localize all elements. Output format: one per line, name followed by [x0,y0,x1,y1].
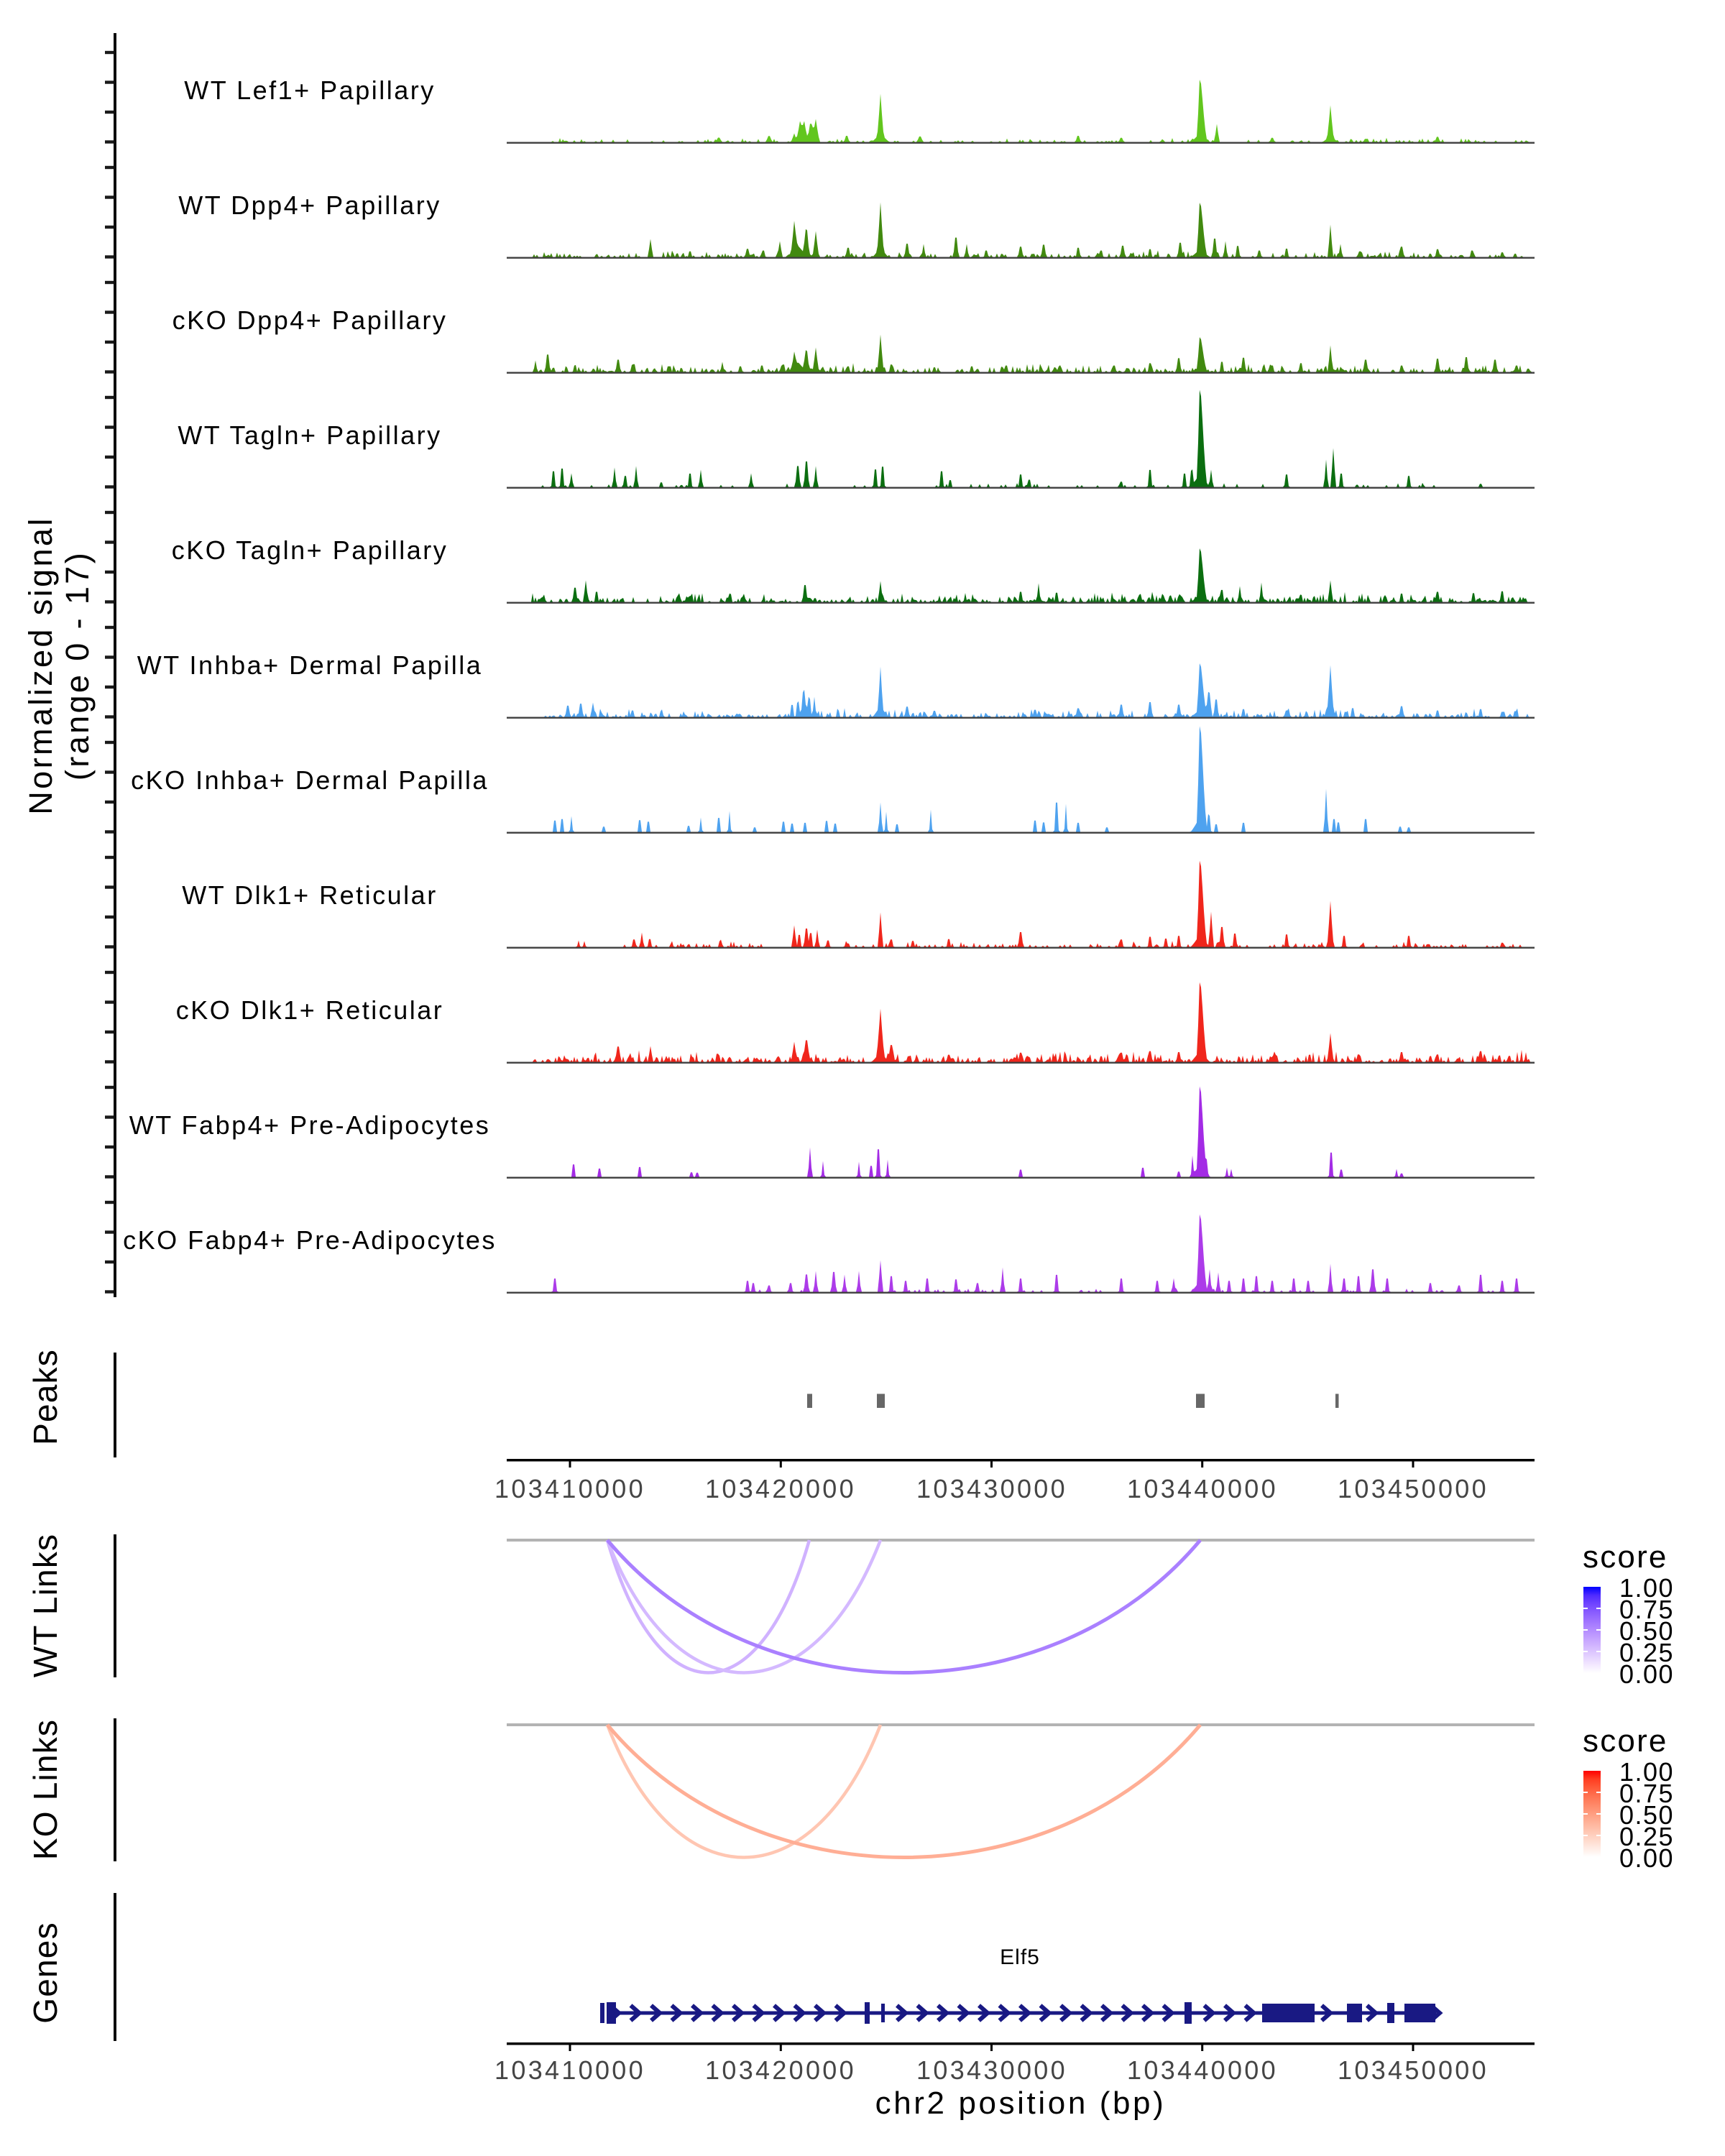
svg-text:103450000: 103450000 [1338,2055,1489,2085]
svg-text:0.25: 0.25 [1619,1638,1674,1667]
svg-text:WT Inhba+ Dermal Papilla: WT Inhba+ Dermal Papilla [137,650,483,680]
svg-text:103430000: 103430000 [916,1474,1067,1503]
svg-text:Genes: Genes [27,1922,64,2024]
svg-text:cKO Tagln+ Papillary: cKO Tagln+ Papillary [172,535,448,565]
svg-text:cKO Dpp4+ Papillary: cKO Dpp4+ Papillary [172,305,448,335]
svg-text:score: score [1583,1539,1668,1575]
svg-text:1.00: 1.00 [1619,1757,1674,1787]
svg-text:Peaks: Peaks [27,1349,64,1445]
svg-text:WT Tagln+ Papillary: WT Tagln+ Papillary [178,420,441,450]
svg-text:0.00: 0.00 [1619,1843,1674,1873]
svg-text:103420000: 103420000 [705,1474,856,1503]
svg-text:0.50: 0.50 [1619,1616,1674,1646]
svg-text:Elf5: Elf5 [1000,1945,1040,1969]
svg-text:103420000: 103420000 [705,2055,856,2085]
svg-text:cKO Dlk1+ Reticular: cKO Dlk1+ Reticular [176,995,444,1025]
svg-text:0.00: 0.00 [1619,1659,1674,1689]
svg-text:WT Lef1+ Papillary: WT Lef1+ Papillary [184,75,435,105]
svg-text:cKO Inhba+ Dermal Papilla: cKO Inhba+ Dermal Papilla [131,765,489,795]
svg-text:WT Fabp4+ Pre-Adipocytes: WT Fabp4+ Pre-Adipocytes [129,1110,491,1140]
svg-text:0.50: 0.50 [1619,1800,1674,1830]
svg-text:score: score [1583,1723,1668,1759]
svg-text:WT Links: WT Links [27,1534,64,1677]
svg-text:cKO Fabp4+ Pre-Adipocytes: cKO Fabp4+ Pre-Adipocytes [123,1225,497,1255]
svg-text:103410000: 103410000 [494,1474,645,1503]
svg-text:0.75: 0.75 [1619,1779,1674,1808]
svg-text:WT Dlk1+ Reticular: WT Dlk1+ Reticular [182,880,437,910]
svg-text:103450000: 103450000 [1338,1474,1489,1503]
svg-text:103410000: 103410000 [494,2055,645,2085]
svg-text:0.25: 0.25 [1619,1822,1674,1851]
svg-text:(range 0 - 17): (range 0 - 17) [59,550,96,780]
svg-text:103440000: 103440000 [1127,1474,1278,1503]
svg-text:KO Links: KO Links [27,1719,64,1860]
svg-text:chr2 position (bp): chr2 position (bp) [875,2086,1167,2121]
svg-text:0.75: 0.75 [1619,1595,1674,1624]
svg-text:103440000: 103440000 [1127,2055,1278,2085]
svg-text:103430000: 103430000 [916,2055,1067,2085]
svg-text:1.00: 1.00 [1619,1573,1674,1603]
svg-text:Normalized signal: Normalized signal [22,516,59,814]
svg-text:WT Dpp4+ Papillary: WT Dpp4+ Papillary [178,190,441,220]
